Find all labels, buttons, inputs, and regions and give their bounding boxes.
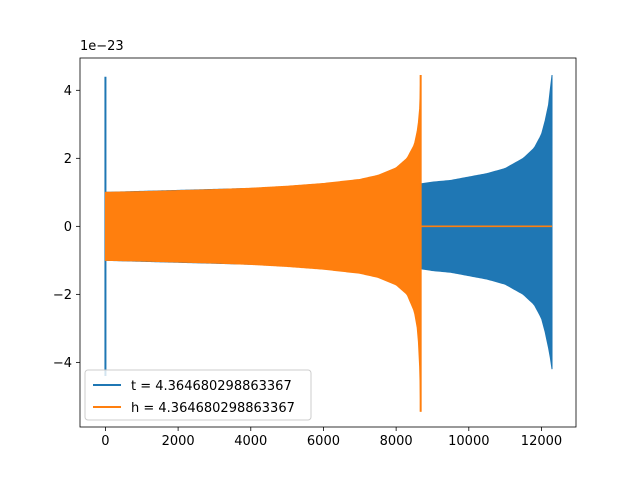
series-h xyxy=(104,74,553,412)
x-tick-label: 6000 xyxy=(307,434,340,449)
legend-label: h = 4.364680298863367 xyxy=(131,401,295,416)
y-tick-label: 0 xyxy=(64,220,72,235)
legend-box xyxy=(84,369,312,421)
x-tick-label: 8000 xyxy=(380,434,413,449)
y-scale-label: 1e−23 xyxy=(80,39,124,54)
y-tick-label: −4 xyxy=(53,356,72,371)
y-tick-label: 2 xyxy=(64,152,72,167)
legend: t = 4.364680298863367 h = 4.3646802988633… xyxy=(84,369,312,421)
x-tick-label: 4000 xyxy=(234,434,267,449)
x-tick-label: 12000 xyxy=(521,434,562,449)
y-tick-label: −2 xyxy=(53,288,72,303)
x-tick-label: 10000 xyxy=(448,434,489,449)
x-tick-label: 0 xyxy=(101,434,109,449)
series-envelope xyxy=(104,74,422,412)
legend-label: t = 4.364680298863367 xyxy=(131,379,292,394)
axes-frame xyxy=(79,57,577,428)
y-tick-label: 4 xyxy=(64,84,72,99)
x-tick-label: 2000 xyxy=(162,434,195,449)
